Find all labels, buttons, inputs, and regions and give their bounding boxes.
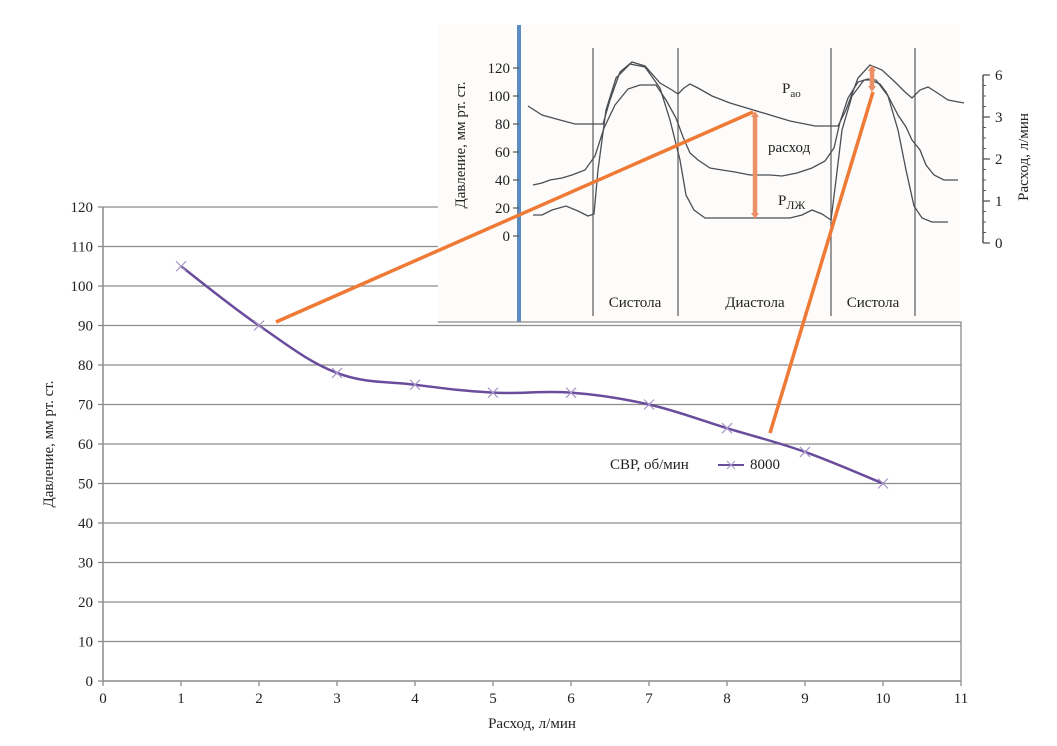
data-point-marker [331, 367, 343, 379]
y-tick-label: 50 [78, 477, 93, 493]
legend: СВР, об/мин 8000 [610, 457, 780, 473]
legend-marker-icon [726, 460, 736, 470]
y-tick-label: 120 [71, 200, 94, 216]
x-tick-label: 8 [723, 691, 731, 707]
main-x-tick-labels: 0 1 2 3 4 5 6 7 8 9 10 11 [99, 691, 968, 707]
inset-label-aortic-pressure: Pао [782, 81, 801, 100]
inset-left-tick-label: 60 [495, 145, 510, 161]
inset-phase-label-diastole: Диастола [725, 295, 785, 311]
main-series [175, 260, 889, 489]
main-x-axis-title: Расход, л/мин [488, 716, 576, 732]
data-point-marker [253, 320, 265, 331]
y-tick-label: 80 [78, 358, 93, 374]
y-tick-label: 110 [71, 240, 93, 256]
x-tick-label: 4 [411, 691, 419, 707]
inset-right-tick-label: 0 [995, 236, 1003, 252]
x-tick-label: 2 [255, 691, 263, 707]
inset-right-tick-label: 6 [995, 68, 1003, 84]
data-point-marker [487, 387, 499, 399]
x-tick-label: 5 [489, 691, 497, 707]
y-tick-label: 0 [86, 674, 94, 690]
inset-left-tick-label: 120 [488, 61, 511, 77]
main-y-tick-labels: 0 10 20 30 40 50 60 70 80 90 100 110 120 [71, 200, 94, 690]
data-point-marker [799, 446, 811, 458]
inset-phase-label-systole-1: Систола [609, 295, 662, 311]
inset-left-tick-label: 0 [503, 229, 511, 245]
x-tick-label: 10 [876, 691, 891, 707]
inset-left-tick-label: 20 [495, 201, 510, 217]
data-point-marker [409, 379, 421, 391]
main-axes [102, 207, 962, 686]
y-tick-label: 10 [78, 635, 93, 651]
data-point-marker [565, 387, 577, 399]
y-tick-label: 100 [71, 279, 94, 295]
inset-chart: 0 20 40 60 80 100 120 0 1 2 3 6 [438, 25, 1003, 323]
y-tick-label: 60 [78, 437, 93, 453]
x-tick-label: 6 [567, 691, 575, 707]
x-tick-label: 7 [645, 691, 653, 707]
inset-y-axis-title-left: Давление, мм рт. ст. [453, 82, 469, 209]
orange-pointers [275, 65, 876, 434]
inset-right-tick-label: 2 [995, 152, 1003, 168]
y-tick-label: 70 [78, 398, 93, 414]
inset-left-tick-label: 80 [495, 117, 510, 133]
inset-right-tick-label: 1 [995, 194, 1003, 210]
inset-left-tick-label: 100 [488, 89, 511, 105]
legend-entry-8000: 8000 [750, 457, 780, 473]
double-arrow-systole-icon [868, 65, 876, 92]
x-tick-label: 3 [333, 691, 341, 707]
x-tick-label: 11 [954, 691, 968, 707]
series-line-8000 [180, 265, 884, 485]
x-tick-label: 0 [99, 691, 107, 707]
waveform-aortic-pressure [527, 61, 965, 127]
data-point-marker [643, 399, 655, 410]
main-y-axis-title: Давление, мм рт. ст. [41, 381, 57, 508]
pointer-line-systole [768, 91, 875, 434]
inset-label-flow: расход [768, 140, 811, 156]
main-gridlines [98, 206, 961, 682]
waveform-flow [532, 78, 958, 186]
y-tick-label: 90 [78, 319, 93, 335]
y-tick-label: 20 [78, 595, 93, 611]
y-tick-label: 40 [78, 516, 93, 532]
y-tick-label: 30 [78, 556, 93, 572]
inset-label-lv-pressure: PЛЖ [778, 193, 805, 212]
inset-left-tick-label: 40 [495, 173, 510, 189]
waveform-lv-pressure [533, 63, 948, 223]
data-point-marker [175, 260, 187, 272]
x-tick-label: 1 [177, 691, 185, 707]
inset-right-tick-label: 3 [995, 110, 1003, 126]
data-point-marker [877, 478, 889, 489]
pointer-line-diastole [275, 110, 754, 324]
legend-title: СВР, об/мин [610, 457, 689, 473]
inset-phase-label-systole-2: Систола [847, 295, 900, 311]
x-tick-label: 9 [801, 691, 809, 707]
data-point-marker [721, 422, 733, 434]
double-arrow-diastole-icon [751, 111, 759, 219]
inset-y-axis-title-right: Расход, л/мин [1016, 113, 1032, 201]
